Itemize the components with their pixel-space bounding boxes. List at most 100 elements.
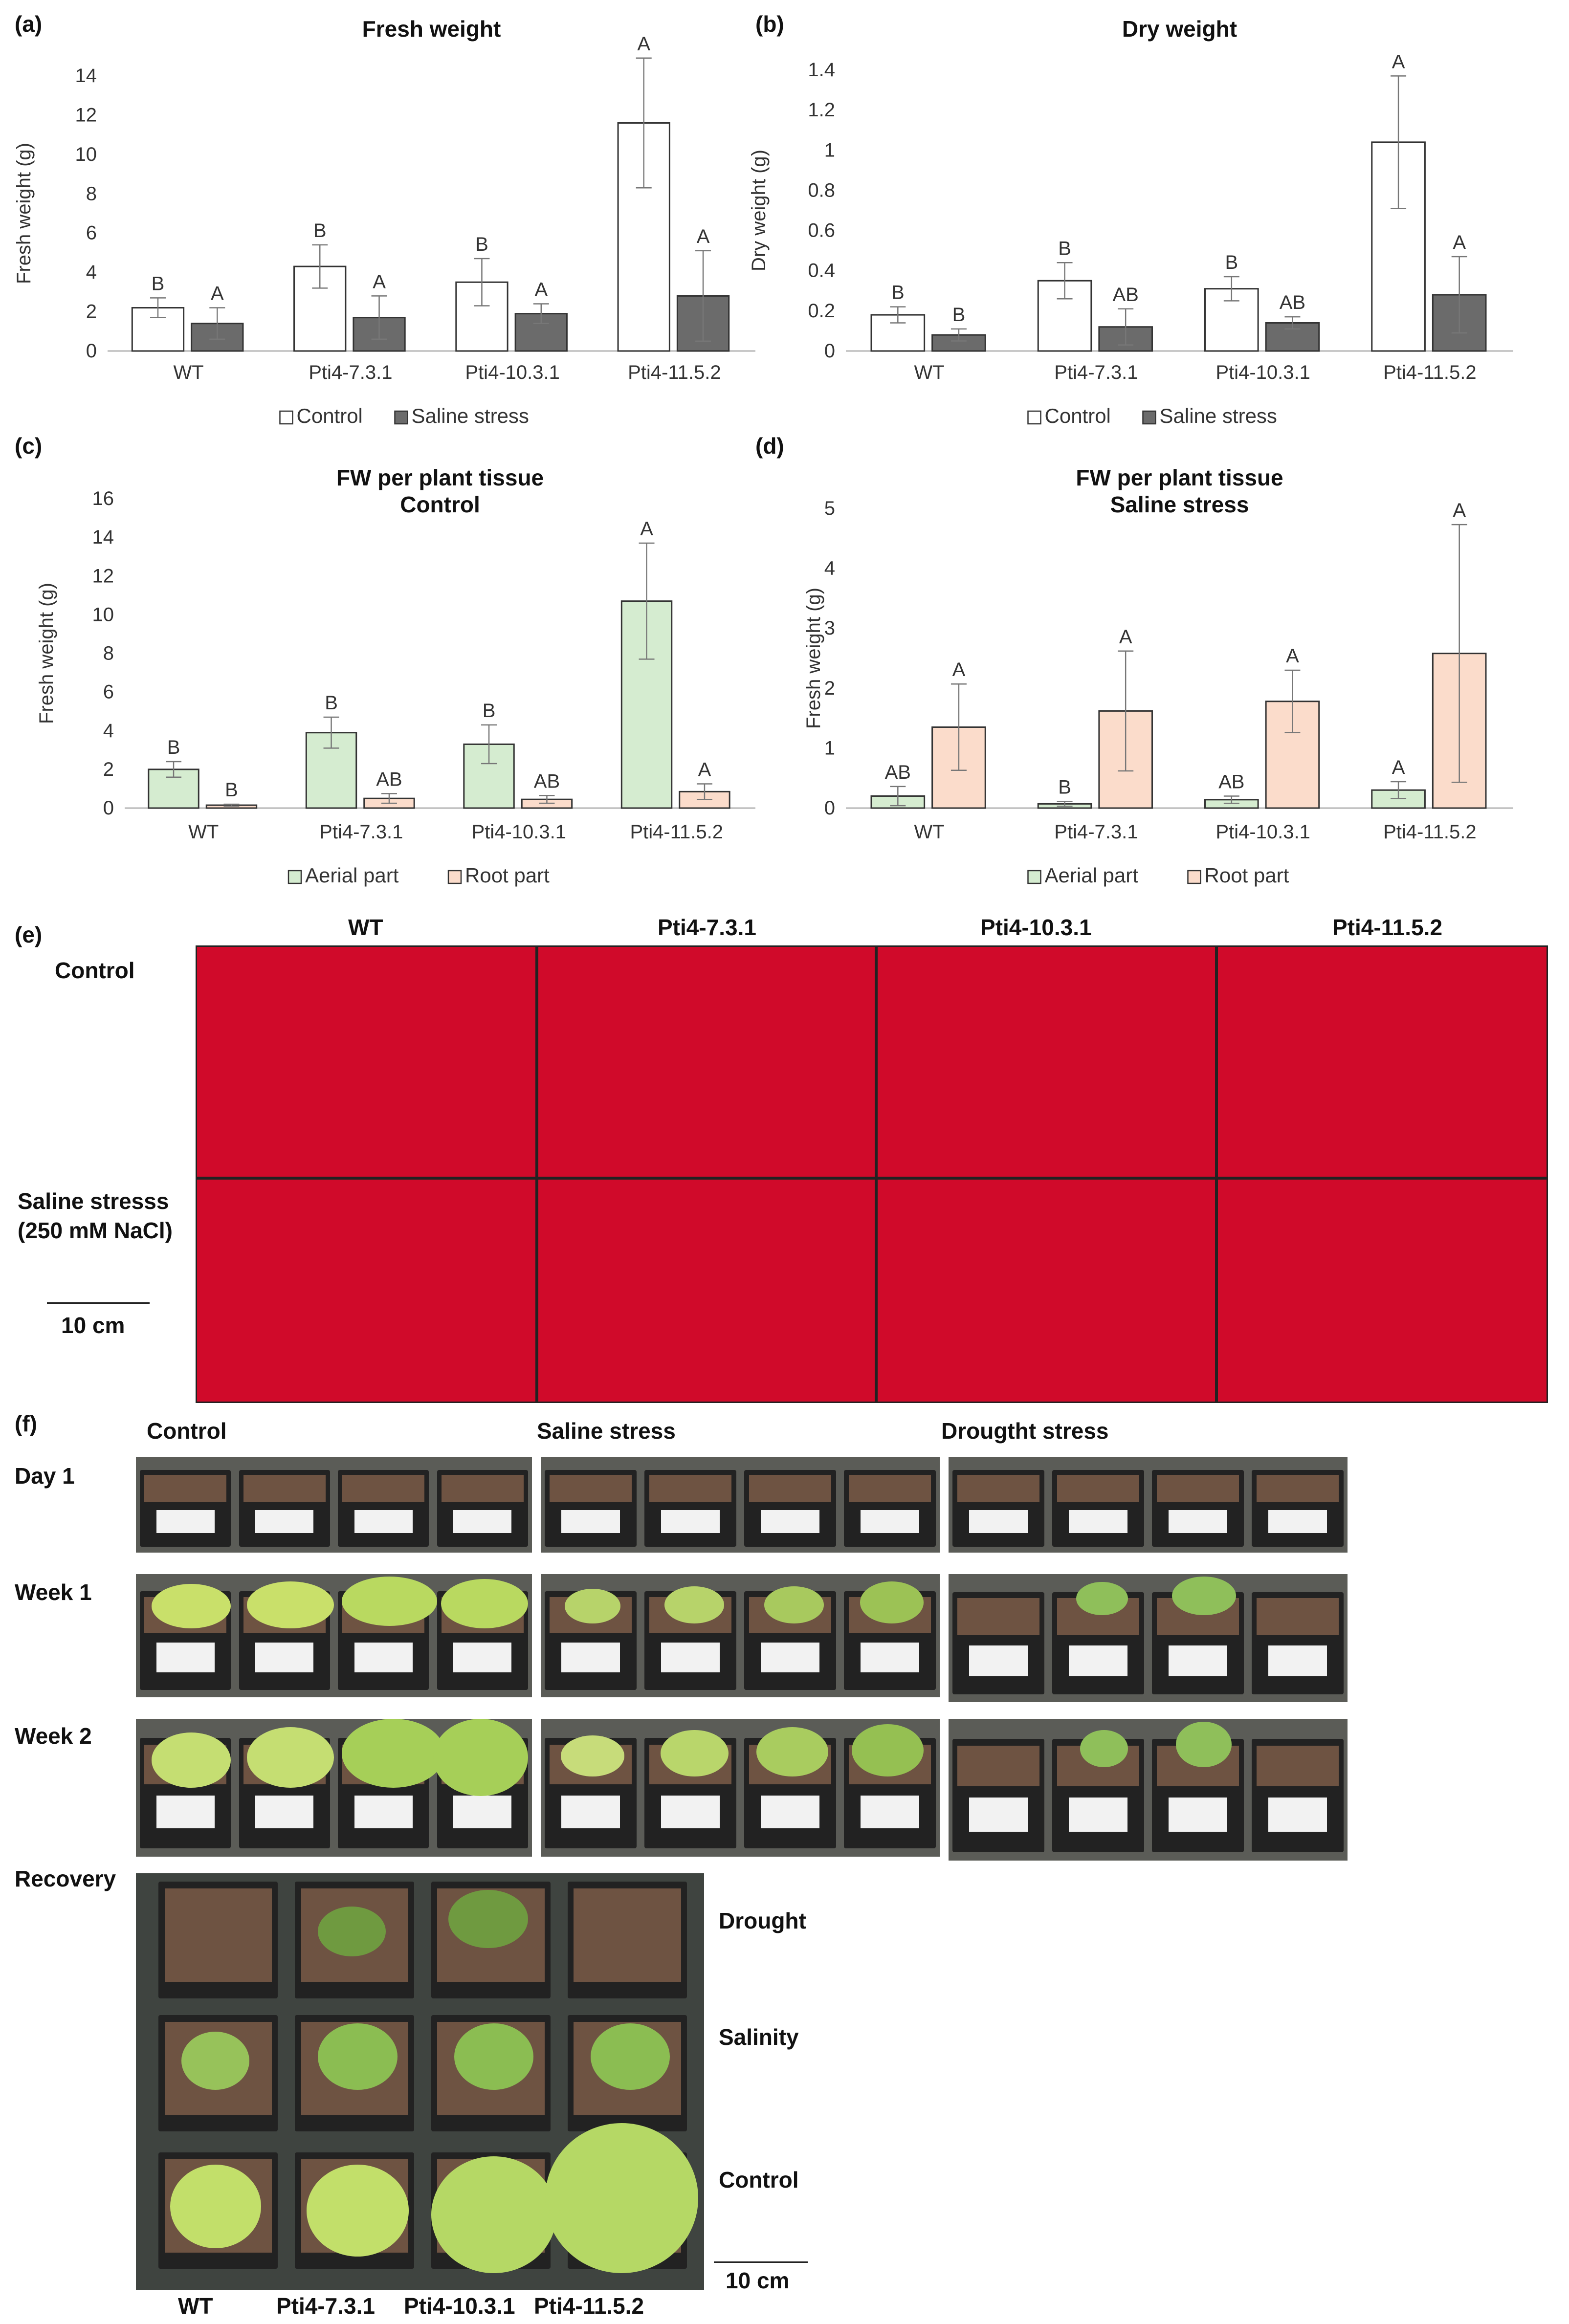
x-category-label: WT: [914, 821, 945, 843]
y-tick-label: 0.2: [808, 300, 835, 322]
f-scale-label: 10 cm: [726, 2268, 790, 2293]
f-photo-week1-drought: [949, 1574, 1348, 1702]
significance-letter: B: [891, 282, 905, 304]
f-photo-week2-control: [136, 1719, 532, 1857]
y-axis-label: Dry weight (g): [748, 150, 770, 271]
significance-letter: A: [211, 283, 224, 305]
e-scale-bar: [47, 1302, 150, 1304]
legend-swatch-saline-stress: [1142, 410, 1156, 425]
significance-letter: A: [698, 759, 711, 781]
chart-title: FW per plant tissue: [1076, 465, 1283, 490]
panel-letter-f: (f): [15, 1411, 37, 1436]
f-row-day1: Day 1: [15, 1463, 75, 1489]
f-recovery-col-wt: WT: [178, 2293, 213, 2319]
significance-letter: AB: [376, 768, 402, 790]
chart-title: FW per plant tissue: [336, 465, 544, 490]
legend-swatch-control: [1027, 410, 1041, 425]
y-tick-label: 0: [824, 340, 835, 362]
f-row-week1: Week 1: [15, 1579, 92, 1605]
significance-letter: AB: [1218, 771, 1244, 792]
panel-letter-d: (d): [755, 433, 784, 459]
x-category-label: Pti4-7.3.1: [1054, 362, 1138, 383]
legend-swatch-control: [279, 410, 293, 425]
y-tick-label: 10: [92, 604, 114, 625]
significance-letter: A: [697, 226, 710, 247]
y-tick-label: 2: [103, 759, 114, 780]
x-category-label: Pti4-10.3.1: [472, 821, 566, 843]
significance-letter: A: [534, 279, 548, 300]
legend-swatch-root-part: [1187, 870, 1201, 884]
y-tick-label: 3: [824, 617, 835, 639]
x-category-label: Pti4-10.3.1: [1215, 362, 1310, 383]
e-photo-control-pti4-10-3-1: [876, 945, 1216, 1178]
legend-label-control: Control: [1045, 404, 1111, 427]
y-tick-label: 1.4: [808, 59, 835, 81]
f-scale-bar: [714, 2261, 808, 2263]
e-row-saline-2: (250 mM NaCl): [18, 1218, 173, 1243]
legend-label-aerial-part: Aerial part: [305, 864, 399, 887]
chart-dry-weight: Dry weight 0 0.2 0.4 0.6 0.8 1 1.2 1.4 Dry weight…: [748, 16, 1513, 427]
significance-letter: B: [152, 273, 165, 294]
significance-letter: A: [1119, 626, 1132, 648]
f-row-recovery: Recovery: [15, 1866, 116, 1891]
y-tick-label: 14: [92, 526, 114, 548]
e-photo-control-wt: [196, 945, 537, 1178]
y-tick-label: 0.6: [808, 220, 835, 241]
e-col-pti4-10-3-1: Pti4-10.3.1: [980, 915, 1092, 940]
f-recovery-row-salinity: Salinity: [719, 2024, 799, 2050]
x-category-label: Pti4-11.5.2: [1383, 362, 1477, 383]
y-tick-label: 4: [824, 558, 835, 579]
significance-letter: B: [483, 700, 496, 722]
y-tick-label: 8: [103, 643, 114, 664]
e-photo-control-pti4-11-5-2: [1216, 945, 1548, 1178]
e-photo-saline-pti4-10-3-1: [876, 1178, 1216, 1403]
significance-letter: A: [1453, 500, 1466, 521]
y-tick-label: 1.2: [808, 99, 835, 121]
significance-letter: B: [1058, 238, 1071, 259]
e-row-control: Control: [55, 958, 135, 983]
y-tick-label: 5: [824, 498, 835, 519]
y-tick-label: 0.8: [808, 179, 835, 201]
f-recovery-col-pti4-10-3-1: Pti4-10.3.1: [404, 2293, 515, 2319]
panel-letter-c: (c): [15, 433, 43, 459]
x-category-label: WT: [914, 362, 945, 383]
f-photo-day1-saline: [541, 1457, 940, 1553]
f-recovery-row-drought: Drought: [719, 1908, 806, 1933]
e-photo-saline-wt: [196, 1178, 537, 1403]
e-photo-saline-pti4-11-5-2: [1216, 1178, 1548, 1403]
e-row-saline-1: Saline stresss: [18, 1188, 169, 1214]
legend-label-saline-stress: Saline stress: [1160, 404, 1277, 427]
e-photo-control-pti4-7-3-1: [537, 945, 876, 1178]
chart-fresh-weight: Fresh weight 0 2 4 6 8 10 12 14 Fresh weight (g) B…: [13, 16, 755, 427]
significance-letter: A: [1392, 51, 1405, 72]
x-category-label: Pti4-11.5.2: [1383, 821, 1477, 843]
legend-label-saline-stress: Saline stress: [412, 404, 529, 427]
y-tick-label: 14: [75, 65, 97, 87]
significance-letter: AB: [885, 762, 911, 783]
f-photo-day1-control: [136, 1457, 532, 1553]
significance-letter: A: [640, 518, 653, 540]
significance-letter: A: [1453, 232, 1466, 253]
significance-letter: A: [1392, 757, 1405, 778]
y-tick-label: 12: [75, 104, 97, 126]
y-tick-label: 0: [103, 797, 114, 819]
f-photo-week1-control: [136, 1574, 532, 1697]
panel-letter-b: (b): [755, 11, 784, 37]
y-tick-label: 0.4: [808, 260, 835, 282]
y-tick-label: 1: [824, 737, 835, 759]
f-photo-recovery: [136, 1873, 704, 2290]
chart-subtitle: Control: [400, 492, 480, 517]
y-tick-label: 16: [92, 488, 114, 509]
x-category-label: Pti4-7.3.1: [319, 821, 403, 843]
significance-letter: B: [952, 304, 966, 326]
significance-letter: B: [475, 234, 488, 255]
y-tick-label: 4: [103, 720, 114, 742]
x-category-label: Pti4-10.3.1: [1215, 821, 1310, 843]
panel-letter-a: (a): [15, 11, 43, 37]
significance-letter: AB: [534, 770, 560, 792]
f-col-control: Control: [147, 1418, 227, 1444]
legend-swatch-root-part: [447, 870, 462, 884]
panel-letter-e: (e): [15, 922, 43, 947]
